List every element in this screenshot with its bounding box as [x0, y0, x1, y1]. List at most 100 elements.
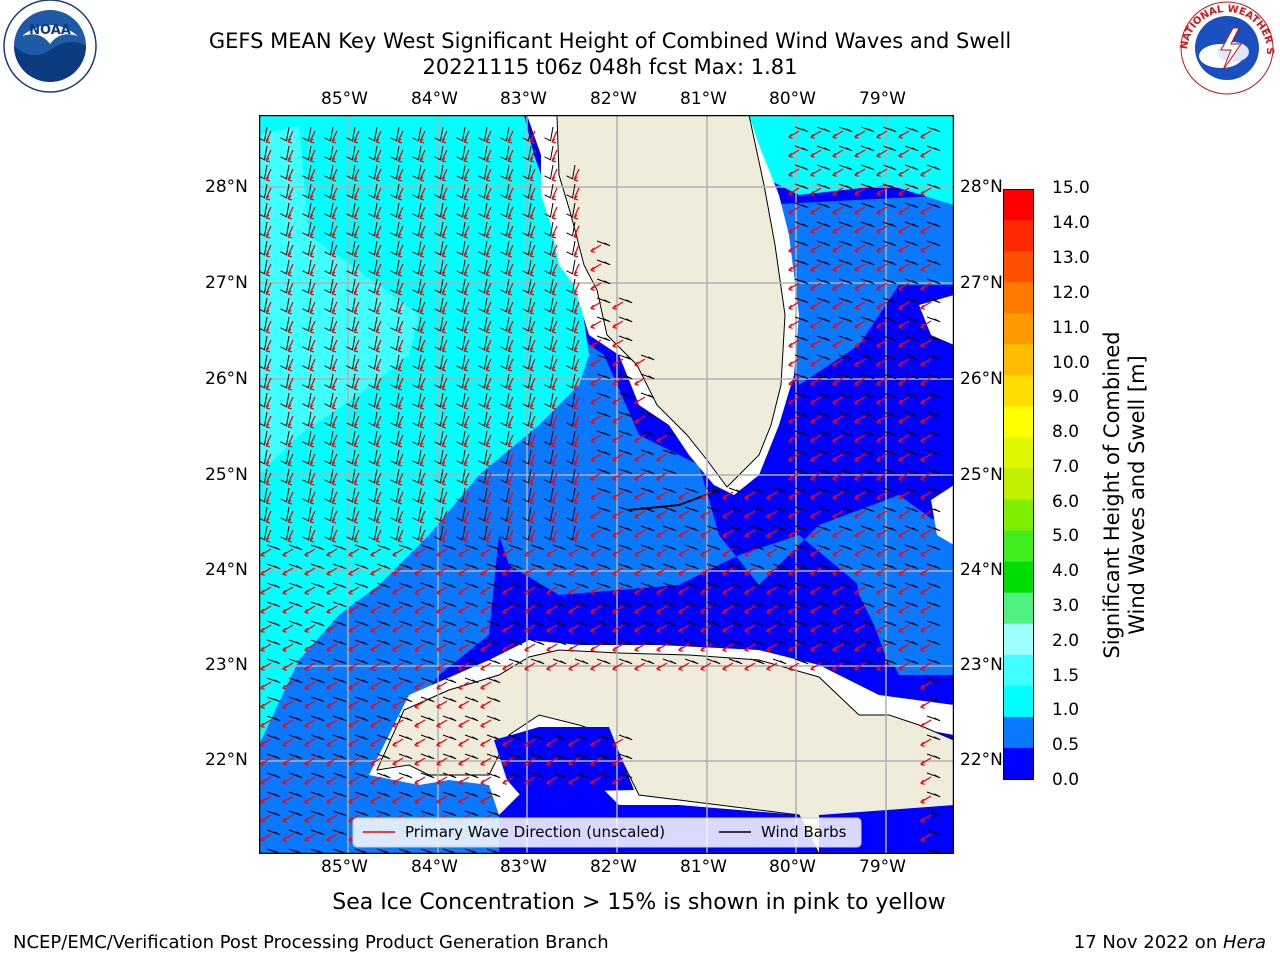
wave-direction-arrow — [832, 662, 844, 671]
wind-barb — [390, 164, 400, 180]
wind-barb — [838, 658, 853, 665]
wind-barb — [882, 563, 897, 570]
wave-direction-arrow — [397, 244, 404, 258]
wave-direction-arrow — [788, 472, 800, 481]
wave-direction-arrow — [810, 301, 822, 310]
wind-barb — [860, 278, 875, 285]
wind-barb — [544, 354, 554, 370]
wave-direction-arrow — [898, 643, 910, 652]
wave-direction-arrow — [370, 700, 382, 709]
wave-direction-arrow — [331, 225, 338, 239]
wave-direction-arrow — [832, 358, 844, 367]
wave-direction-arrow — [832, 377, 844, 386]
wind-barb — [464, 791, 479, 798]
wind-barb — [544, 335, 554, 351]
wave-direction-arrow — [898, 434, 910, 443]
wind-barb — [566, 164, 576, 180]
wave-direction-arrow — [678, 662, 690, 671]
wave-direction-arrow — [920, 320, 932, 329]
wind-barb — [640, 392, 655, 399]
wind-barb — [310, 696, 325, 703]
wave-direction-arrow — [348, 605, 360, 614]
wave-direction-arrow — [392, 605, 404, 614]
wind-barb — [280, 411, 290, 427]
wind-barb — [302, 392, 312, 408]
wind-barb — [794, 335, 809, 342]
wave-direction-arrow — [920, 833, 932, 842]
wave-direction-arrow — [788, 282, 800, 291]
wind-barb — [390, 506, 400, 522]
wind-barb — [280, 449, 290, 465]
wind-barb — [500, 240, 510, 256]
wave-direction-arrow — [304, 833, 316, 842]
wave-direction-arrow — [265, 491, 272, 505]
wave-direction-arrow — [920, 206, 932, 215]
wind-barb — [412, 392, 422, 408]
wind-barb — [860, 259, 875, 266]
wind-barb — [500, 202, 510, 218]
wave-direction-arrow — [722, 662, 734, 671]
wave-direction-arrow — [507, 244, 514, 258]
wave-direction-arrow — [436, 700, 448, 709]
wind-barb — [904, 582, 919, 589]
wave-direction-arrow — [832, 415, 844, 424]
wind-barb — [376, 810, 391, 817]
wave-direction-arrow — [392, 643, 404, 652]
wind-barb — [926, 715, 941, 722]
wind-barb — [500, 354, 510, 370]
wave-direction-arrow — [304, 605, 316, 614]
wind-barb — [398, 639, 413, 646]
wind-barb — [280, 183, 290, 199]
wind-barb — [662, 601, 677, 608]
wind-barb — [904, 658, 919, 665]
wind-barb — [390, 126, 400, 142]
wave-direction-arrow — [282, 814, 294, 823]
wind-barb — [882, 658, 897, 665]
run-date-text: 17 Nov 2022 on — [1073, 932, 1223, 953]
wind-barb — [544, 183, 554, 199]
cb-tick-9: 6.0 — [1052, 492, 1080, 512]
wave-direction-arrow — [436, 662, 448, 671]
wave-direction-arrow — [551, 377, 558, 391]
wind-barb — [750, 639, 765, 646]
wave-direction-arrow — [832, 130, 844, 139]
wind-barb — [684, 525, 699, 532]
wind-barb — [772, 544, 787, 551]
wave-direction-arrow — [546, 605, 558, 614]
wave-direction-arrow — [260, 814, 272, 823]
wave-direction-arrow — [612, 434, 624, 443]
wind-barb — [500, 126, 510, 142]
colorbar — [1003, 189, 1034, 780]
wave-direction-arrow — [546, 662, 558, 671]
wave-direction-arrow — [353, 510, 360, 524]
wind-barb — [412, 506, 422, 522]
wave-direction-arrow — [898, 453, 910, 462]
wind-barb — [544, 145, 554, 161]
wind-barb — [412, 164, 422, 180]
wave-direction-arrow — [854, 472, 866, 481]
wave-direction-arrow — [458, 586, 470, 595]
wave-direction-arrow — [788, 586, 800, 595]
wave-direction-arrow — [744, 624, 756, 633]
wind-barb — [566, 297, 576, 313]
lon-label-bottom-85: 85°W — [321, 857, 368, 877]
lat-label-left-27: 27°N — [205, 273, 248, 293]
wave-direction-arrow — [634, 491, 646, 500]
wind-barb — [266, 829, 281, 836]
wave-direction-arrow — [348, 719, 360, 728]
colorbar-block — [1003, 313, 1034, 345]
wave-direction-arrow — [282, 548, 294, 557]
wind-barb — [640, 620, 655, 627]
wave-direction-arrow — [441, 320, 448, 334]
wind-barb — [324, 354, 334, 370]
wave-direction-arrow — [590, 263, 602, 272]
wave-direction-arrow — [370, 662, 382, 671]
wave-direction-arrow — [480, 624, 492, 633]
wind-barb — [500, 183, 510, 199]
wave-direction-arrow — [436, 567, 448, 576]
wind-barb — [398, 734, 413, 741]
lon-label-top-84: 84°W — [411, 89, 458, 109]
wave-direction-arrow — [441, 206, 448, 220]
wind-barb — [728, 658, 743, 665]
wind-barb — [398, 715, 413, 722]
